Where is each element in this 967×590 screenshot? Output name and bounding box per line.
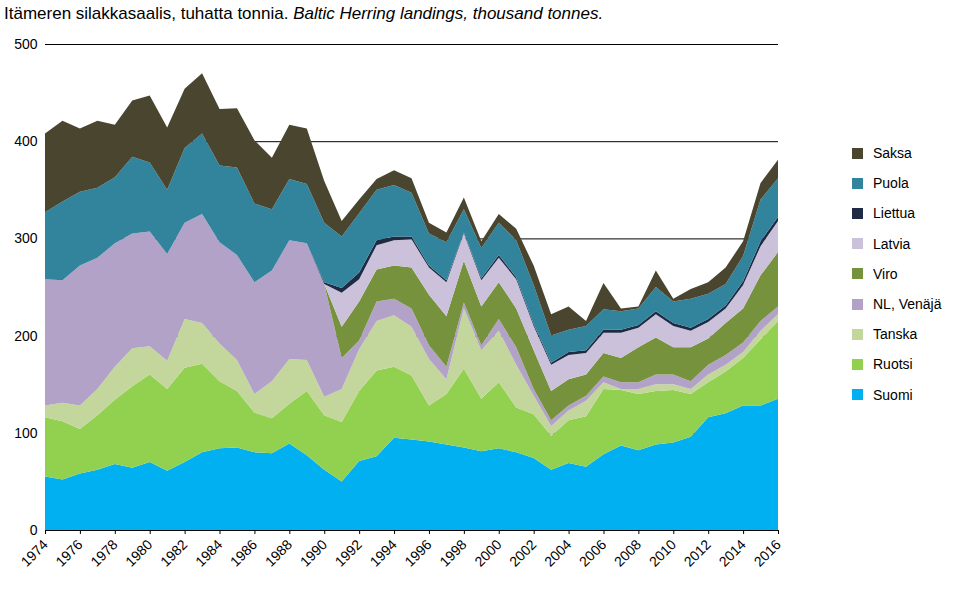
- svg-text:0: 0: [30, 522, 38, 538]
- html-text:Ruotsi: Ruotsi: [873, 356, 913, 373]
- html-text:Puola: Puola: [873, 175, 909, 192]
- svg-text:300: 300: [14, 230, 38, 246]
- svg-text:1986: 1986: [227, 536, 260, 569]
- svg-text:200: 200: [14, 328, 38, 344]
- svg-text:1976: 1976: [52, 536, 85, 569]
- svg-text:1974: 1974: [17, 536, 50, 569]
- html-text:Tanska: Tanska: [873, 326, 918, 343]
- svg-text:100: 100: [14, 425, 38, 441]
- html-text:Saksa: Saksa: [873, 145, 912, 162]
- svg-text:2006: 2006: [576, 536, 609, 569]
- svg-text:2008: 2008: [611, 536, 644, 569]
- svg-text:1980: 1980: [122, 536, 155, 569]
- svg-text:1994: 1994: [366, 536, 399, 569]
- html-text:Suomi: Suomi: [873, 386, 913, 403]
- html-text:Latvia: Latvia: [873, 235, 911, 252]
- svg-text:2016: 2016: [750, 536, 783, 569]
- html-text:NL, Venäjä: NL, Venäjä: [873, 296, 942, 312]
- svg-text:2014: 2014: [716, 536, 749, 569]
- svg-text:2002: 2002: [506, 536, 539, 569]
- svg-text:1996: 1996: [401, 536, 434, 569]
- svg-text:1978: 1978: [87, 536, 120, 569]
- svg-text:1990: 1990: [297, 536, 330, 569]
- html-text:Liettua: Liettua: [873, 205, 915, 222]
- html-text:Itämeren silakkasaalis, tuhatt: Itämeren silakkasaalis, tuhatta tonnia. …: [4, 4, 604, 23]
- svg-text:1984: 1984: [192, 536, 225, 569]
- svg-text:1992: 1992: [332, 536, 365, 569]
- svg-text:1998: 1998: [436, 536, 469, 569]
- svg-text:1988: 1988: [262, 536, 295, 569]
- svg-text:500: 500: [14, 36, 38, 52]
- svg-text:2004: 2004: [541, 536, 574, 569]
- svg-text:2000: 2000: [471, 536, 504, 569]
- svg-text:400: 400: [14, 133, 38, 149]
- svg-text:2010: 2010: [646, 536, 679, 569]
- svg-text:2012: 2012: [681, 536, 714, 569]
- svg-text:1982: 1982: [157, 536, 190, 569]
- html-text:Viro: Viro: [873, 265, 898, 282]
